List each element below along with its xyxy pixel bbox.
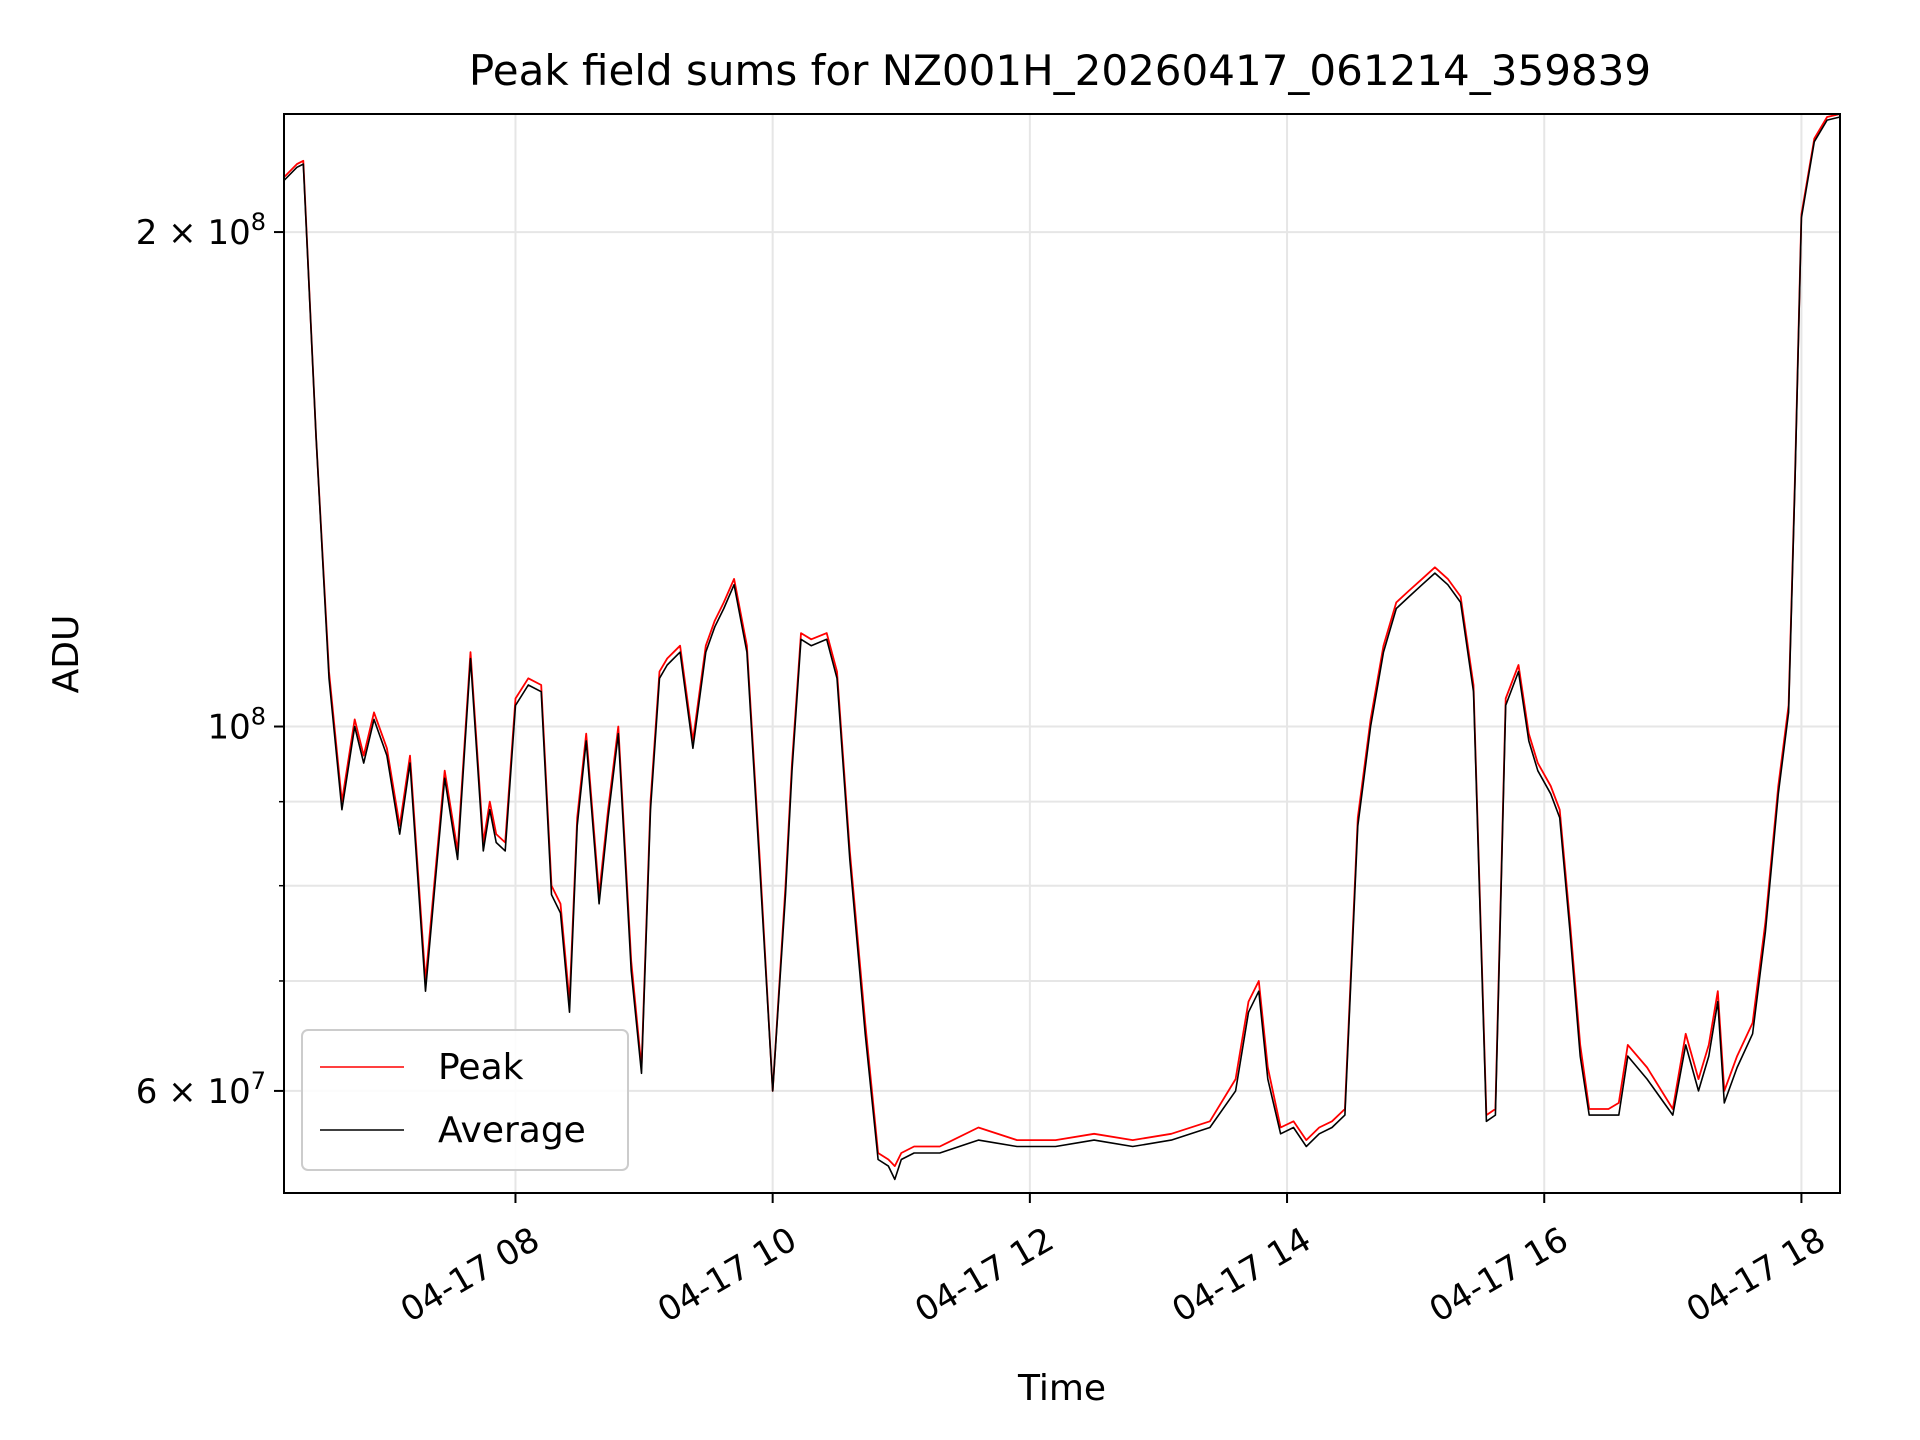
- chart-title: Peak field sums for NZ001H_20260417_0612…: [469, 46, 1651, 95]
- series-line-peak: [283, 113, 1841, 1167]
- legend: Peak Average: [301, 1029, 629, 1171]
- series-lines: [283, 113, 1841, 1181]
- plot-frame: [283, 113, 1841, 1194]
- x-axis-label: Time: [1017, 1368, 1106, 1409]
- y-tick-label: 108: [207, 703, 266, 748]
- legend-label-average: Average: [438, 1110, 586, 1151]
- y-tick-label: 6 × 107: [136, 1067, 266, 1112]
- y-axis-label: ADU: [46, 615, 87, 694]
- legend-box: [301, 1029, 629, 1171]
- y-axis: 6 × 107 108 2 × 108: [136, 208, 284, 1112]
- legend-label-peak: Peak: [438, 1047, 524, 1088]
- series-line-average: [283, 116, 1841, 1181]
- y-tick-label: 2 × 108: [136, 208, 266, 253]
